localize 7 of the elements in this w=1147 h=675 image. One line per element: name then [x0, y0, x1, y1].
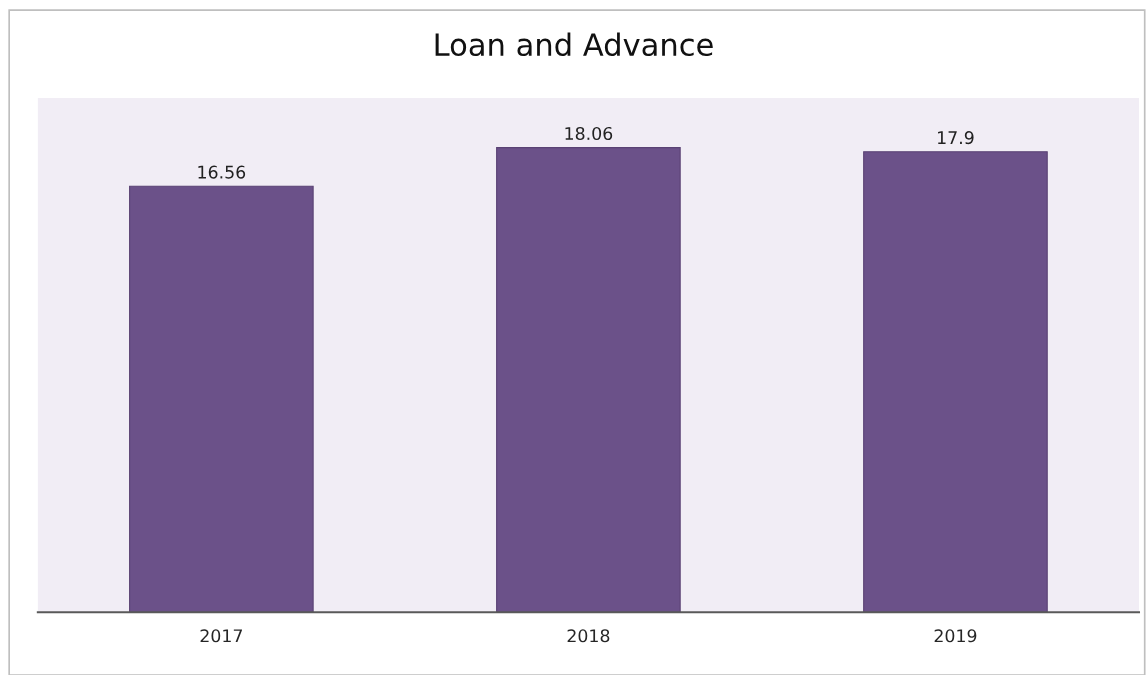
x-tick-label: 2017: [200, 629, 242, 643]
data-label: 18.06: [565, 126, 613, 141]
chart-title: Loan and Advance: [435, 32, 713, 57]
x-tick-label: 2019: [934, 629, 977, 643]
data-label: 17.9: [938, 131, 974, 145]
x-tick-label: 2018: [567, 629, 610, 643]
data-label: 16.56: [198, 165, 246, 179]
